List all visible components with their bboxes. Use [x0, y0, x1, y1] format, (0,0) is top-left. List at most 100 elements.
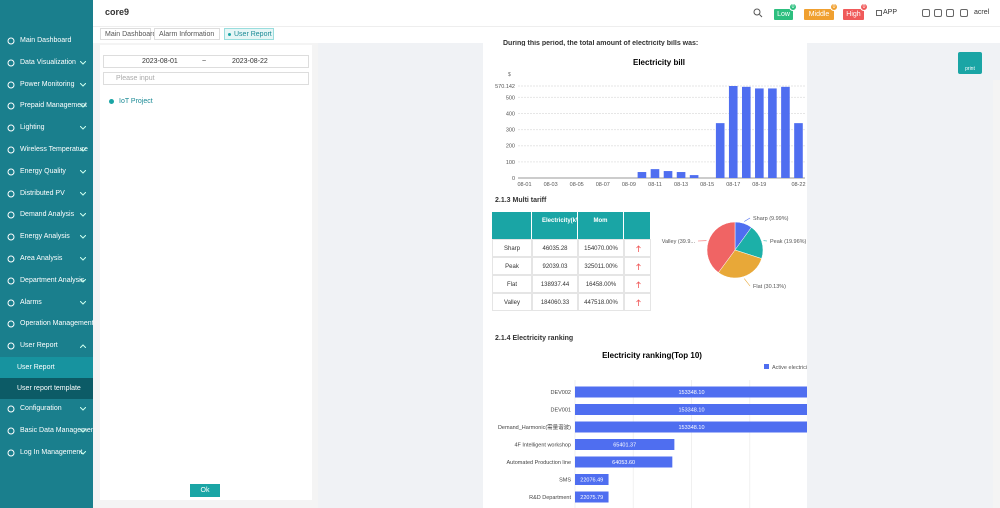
icon-shape [7, 168, 15, 176]
search-icon[interactable] [753, 8, 763, 18]
menu-item[interactable]: Data Visualization [0, 52, 93, 73]
menu-item[interactable]: Basic Data Management [0, 420, 97, 441]
menu-item[interactable]: Prepaid Management [0, 95, 93, 116]
menu-item[interactable]: Area Analysis [0, 248, 93, 269]
menu-item[interactable]: Alarms [0, 292, 93, 313]
category-label: DEV001 [551, 408, 572, 414]
bar [575, 491, 609, 503]
x-tick-label: 08-22 [791, 182, 805, 188]
value-label: 22075.79 [580, 495, 603, 501]
menu-icon [7, 449, 15, 457]
header-icon[interactable] [960, 9, 968, 17]
tab[interactable]: Main Dashboard [100, 28, 156, 40]
tree-icon [109, 99, 114, 104]
chevron-path [80, 300, 86, 305]
x-tick-label: 08-07 [596, 182, 610, 188]
date-start: 2023-08-01 [142, 58, 178, 65]
menu-item[interactable]: Power Monitoring [0, 74, 93, 95]
up-arrow [636, 245, 641, 252]
date-sep: ~ [202, 58, 207, 65]
table-cell [624, 239, 651, 257]
menu-label: Wireless Temperature [20, 146, 88, 153]
table-header: Electricity(kW·h) [532, 212, 589, 239]
alarm-badge[interactable]: High [843, 9, 864, 20]
pie-slice [706, 221, 736, 273]
intro: During this period, the total amount of … [503, 40, 699, 46]
menu-label: Department Analysis [20, 276, 85, 284]
icon-shape [7, 255, 15, 263]
x-tick-label: 08-03 [544, 182, 558, 188]
chevron-path [80, 344, 86, 349]
table-cell: 447518.00% [578, 293, 624, 311]
header-icon[interactable] [946, 9, 954, 17]
user-name[interactable]: acrel [974, 9, 990, 16]
bar [715, 123, 725, 178]
bar [650, 169, 660, 178]
menu-icon [7, 233, 15, 241]
menu-item[interactable]: Energy Quality [0, 161, 93, 182]
table-cell: 184060.33 [532, 293, 578, 311]
table-cell: 154070.00% [578, 239, 624, 257]
chevron [80, 344, 86, 349]
bar [663, 171, 673, 178]
chevron [80, 257, 86, 261]
menu-item[interactable]: Operation Management [0, 313, 94, 334]
menu-item[interactable]: Demand Analysis [0, 204, 93, 225]
menu-item[interactable]: User Report [0, 335, 93, 356]
filter-panel: 2023-08-01 ~ 2023-08-22 Please input IoT… [100, 45, 312, 500]
table-cell [624, 275, 651, 293]
submenu-item[interactable]: User report template [0, 377, 93, 399]
icon-shape [7, 124, 15, 132]
alarm-badge[interactable]: Low [774, 9, 793, 20]
menu-label: Main Dashboard [20, 37, 72, 44]
tree-node[interactable]: IoT Project [119, 98, 153, 105]
header-icon[interactable] [934, 9, 942, 17]
chevron [80, 278, 86, 283]
menu-item[interactable]: Main Dashboard [0, 30, 93, 51]
submenu-item[interactable]: User Report [0, 357, 93, 378]
menu-label: Power Monitoring [20, 80, 75, 88]
chevron [80, 104, 86, 109]
menu-icon [7, 277, 15, 285]
icon-shape [7, 146, 15, 154]
bar [575, 386, 807, 398]
header-icon[interactable] [922, 9, 930, 17]
date-range[interactable]: 2023-08-01 ~ 2023-08-22 [103, 55, 309, 68]
arrow-path [636, 245, 641, 252]
arrow-path [636, 263, 641, 270]
ok-button[interactable]: Ok [190, 484, 220, 497]
menu-label: Lighting [20, 124, 45, 132]
chevron [80, 450, 86, 455]
alarm-badge[interactable]: Middle [804, 9, 834, 20]
menu-icon [7, 146, 15, 154]
pie-label: Sharp (9.99%) [753, 216, 789, 222]
menu-item[interactable]: Configuration [0, 398, 93, 419]
bill-chart: Electricity bill $0 100 200 300 400 500 570.142… [495, 58, 805, 188]
placeholder: Please input [116, 75, 155, 82]
menu-item[interactable]: Distributed PV [0, 183, 93, 204]
filter-area: 2023-08-01 ~ 2023-08-22 Please input IoT… [93, 43, 318, 508]
scrollbar [993, 80, 1000, 508]
print-button[interactable]: print [958, 52, 982, 74]
menu-item[interactable]: Log In Management [0, 442, 93, 463]
menu-item[interactable]: Department Analysis [0, 270, 93, 291]
menu-item[interactable]: Lighting [0, 117, 93, 138]
category-label: Automated Production line [506, 460, 571, 466]
table-cell: 92039.03 [532, 257, 578, 275]
menu-item[interactable]: Wireless Temperature [0, 139, 93, 160]
app-link[interactable]: APP [883, 9, 898, 16]
bar [768, 88, 777, 178]
bar [781, 86, 790, 178]
alarm-label: High [846, 11, 861, 18]
search-input[interactable]: Please input [103, 72, 309, 85]
tab[interactable]: User Report [224, 28, 274, 40]
tab[interactable]: Alarm Information [154, 28, 220, 40]
chevron-path [80, 191, 86, 196]
y-tick-label: 100 [506, 160, 515, 166]
value-label: 153348.10 [679, 408, 705, 414]
menu-item[interactable]: Energy Analysis [0, 226, 93, 247]
header-icon[interactable] [876, 10, 882, 16]
table-cell: 46035.28 [532, 239, 578, 257]
alarm-label: Low [777, 11, 790, 18]
section-heading: 2.1.4 Electricity ranking [495, 335, 574, 342]
